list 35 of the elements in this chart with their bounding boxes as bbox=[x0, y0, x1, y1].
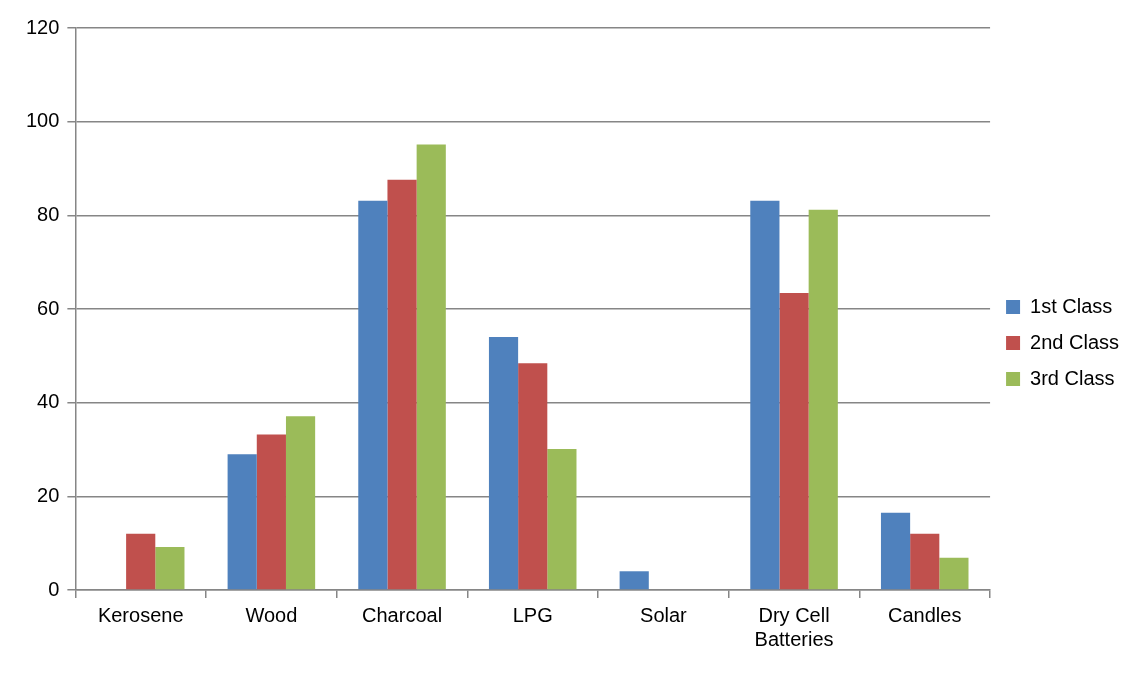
bar bbox=[358, 200, 388, 590]
bar bbox=[910, 533, 940, 590]
bar bbox=[547, 449, 577, 590]
x-tick-label: Wood bbox=[245, 603, 298, 626]
bar bbox=[256, 434, 286, 590]
bar bbox=[155, 546, 185, 590]
bar bbox=[808, 209, 838, 590]
y-tick-label: 120 bbox=[25, 15, 60, 38]
bar bbox=[939, 557, 969, 590]
y-tick-label: 100 bbox=[25, 109, 60, 132]
y-tick-label: 80 bbox=[37, 202, 60, 225]
bar bbox=[126, 533, 156, 590]
legend-label: 2nd Class bbox=[1030, 330, 1119, 353]
bar bbox=[227, 454, 257, 590]
bar bbox=[779, 293, 809, 590]
bar bbox=[285, 416, 316, 590]
legend-label: 1st Class bbox=[1030, 294, 1113, 317]
bar bbox=[488, 337, 519, 590]
bar bbox=[750, 200, 780, 590]
x-tick-label: Solar bbox=[640, 603, 688, 626]
bar bbox=[518, 363, 548, 590]
legend-label: 3rd Class bbox=[1030, 366, 1115, 389]
y-tick-label: 60 bbox=[37, 296, 60, 319]
x-tick-label: Dry Cell Batteries bbox=[754, 603, 834, 650]
y-tick-label: 20 bbox=[37, 483, 60, 506]
bar bbox=[416, 144, 446, 590]
bar bbox=[880, 512, 911, 590]
x-tick-label: Candles bbox=[888, 603, 962, 626]
y-tick-label: 0 bbox=[48, 577, 60, 600]
x-tick-label: LPG bbox=[512, 603, 553, 626]
bar bbox=[387, 179, 417, 590]
bar bbox=[619, 571, 649, 590]
x-tick-label: Charcoal bbox=[362, 603, 443, 626]
y-tick-label: 40 bbox=[37, 390, 60, 413]
x-tick-label: Kerosene bbox=[97, 603, 184, 626]
